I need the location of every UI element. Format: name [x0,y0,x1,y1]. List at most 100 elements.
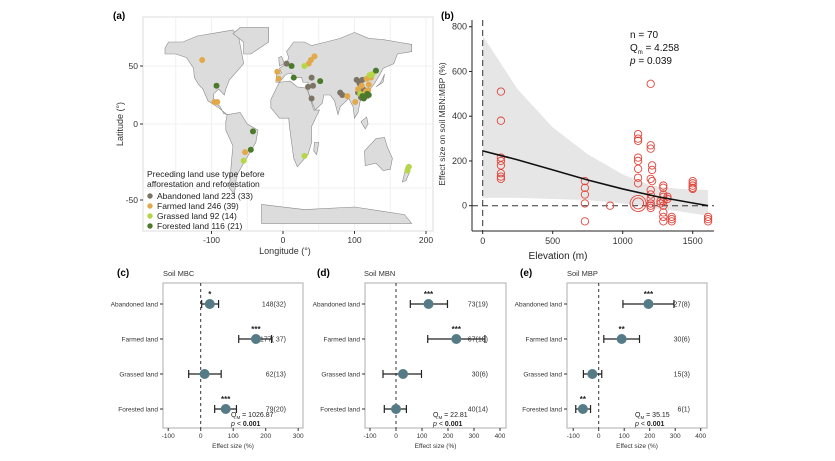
panel-title: Soil MBN [364,269,395,278]
panel-label: (e) [520,268,532,279]
significance-stars: *** [424,290,434,299]
text-part: p [634,421,639,428]
data-point [659,183,668,192]
x-tick-label: 0 [480,236,485,246]
significance-stars: *** [221,395,231,404]
data-point [580,183,590,192]
site-point [310,82,317,89]
landmass-antarctica [261,204,413,224]
data-point [496,87,506,96]
sample-size: 62(13) [266,372,286,379]
x-tick-label: 0 [199,433,203,440]
site-point [247,146,254,153]
site-point [372,67,379,74]
site-point [352,98,359,105]
legend-title-line: afforestation and reforestation [147,179,260,189]
fit-line [482,150,709,207]
site-point [358,82,365,89]
x-tick-label: 200 [260,433,271,440]
effect-point [616,334,627,344]
sample-size: 6(1) [678,407,690,414]
plot-frame [566,282,708,429]
subscript: m [638,50,643,56]
data-point [633,164,643,173]
x-tick-label: -100 [363,433,376,440]
y-tick-label: 0 [462,201,467,211]
data-point [647,161,657,170]
effect-point [391,404,401,414]
landmass-greenland [232,27,270,55]
site-point [249,128,256,135]
sample-size: 40(14) [468,407,488,414]
landmass-australia [364,137,393,171]
sample-size: 27(8) [674,302,690,309]
data-point [646,185,655,195]
legend-title-line: Preceding land use type before [147,169,265,179]
data-point [703,212,713,222]
stat-qm: QM = 35.15 [635,412,670,420]
stat-qm: QM = 22.81 [433,412,468,420]
site-point [274,68,281,75]
site-point [365,81,372,88]
stat-qm: QM = 1026.87 [231,412,274,420]
text-part: p [230,421,235,428]
x-tick-label: -100 [203,235,220,245]
row-label: Abandoned land [111,302,159,309]
landmass-borneo [360,116,369,130]
effect-point [423,299,434,309]
data-point [646,203,655,213]
data-point [703,214,713,224]
sample-size: 15(3) [674,372,690,379]
data-point-large [632,197,645,210]
x-tick-label: 400 [695,433,706,440]
effect-point [204,299,215,309]
x-tick-label: 0 [394,433,398,440]
panel-title: Soil MBP [567,269,598,278]
plot-frame [162,282,304,429]
text-part: = 22.81 [442,412,468,419]
text-part: Q [231,412,237,419]
site-point [301,63,308,69]
row-label: Farmed land [324,337,361,344]
text-part: = 4.258 [643,43,680,54]
effect-point [451,334,462,344]
panel-label: (a) [113,11,125,22]
site-point [311,53,318,60]
y-tick-label: 800 [452,22,467,32]
x-tick-label: -100 [567,433,580,440]
data-point [659,217,668,226]
data-point [580,217,590,226]
x-tick-label: 500 [545,236,560,246]
data-point [646,199,655,208]
site-point [308,95,315,102]
sample-size: 30(6) [674,337,690,344]
legend-swatch [147,203,153,209]
data-point [667,217,676,226]
sample-size: 30(6) [472,372,488,379]
site-point [344,93,351,100]
row-label: Farmed land [526,337,563,344]
y-axis-label: Latitude (°) [115,102,125,146]
x-tick-label: 0 [281,235,286,245]
landmass-africa [270,80,320,168]
site-point [213,82,220,89]
y-tick-label: 50 [129,61,139,71]
x-tick-label: 100 [417,433,428,440]
site-point [275,75,282,82]
x-tick-label: 0 [597,433,601,440]
landmass-north-america [164,29,244,116]
data-point [659,208,668,217]
x-tick-label: -100 [162,433,175,440]
site-point [240,157,247,164]
x-tick-label: 200 [644,433,655,440]
data-point [633,179,643,188]
data-point [688,179,697,188]
sample-size: 148(32) [262,302,286,309]
data-point [659,201,668,210]
x-tick-label: 1000 [613,236,633,246]
legend-entry: Farmed land 246 (39) [157,201,239,211]
site-point [214,98,221,105]
y-axis-label: Effect size on soil MBN:MBP (%) [437,62,447,186]
y-tick-label: 400 [452,111,467,121]
text-part: = 0.039 [636,56,673,67]
